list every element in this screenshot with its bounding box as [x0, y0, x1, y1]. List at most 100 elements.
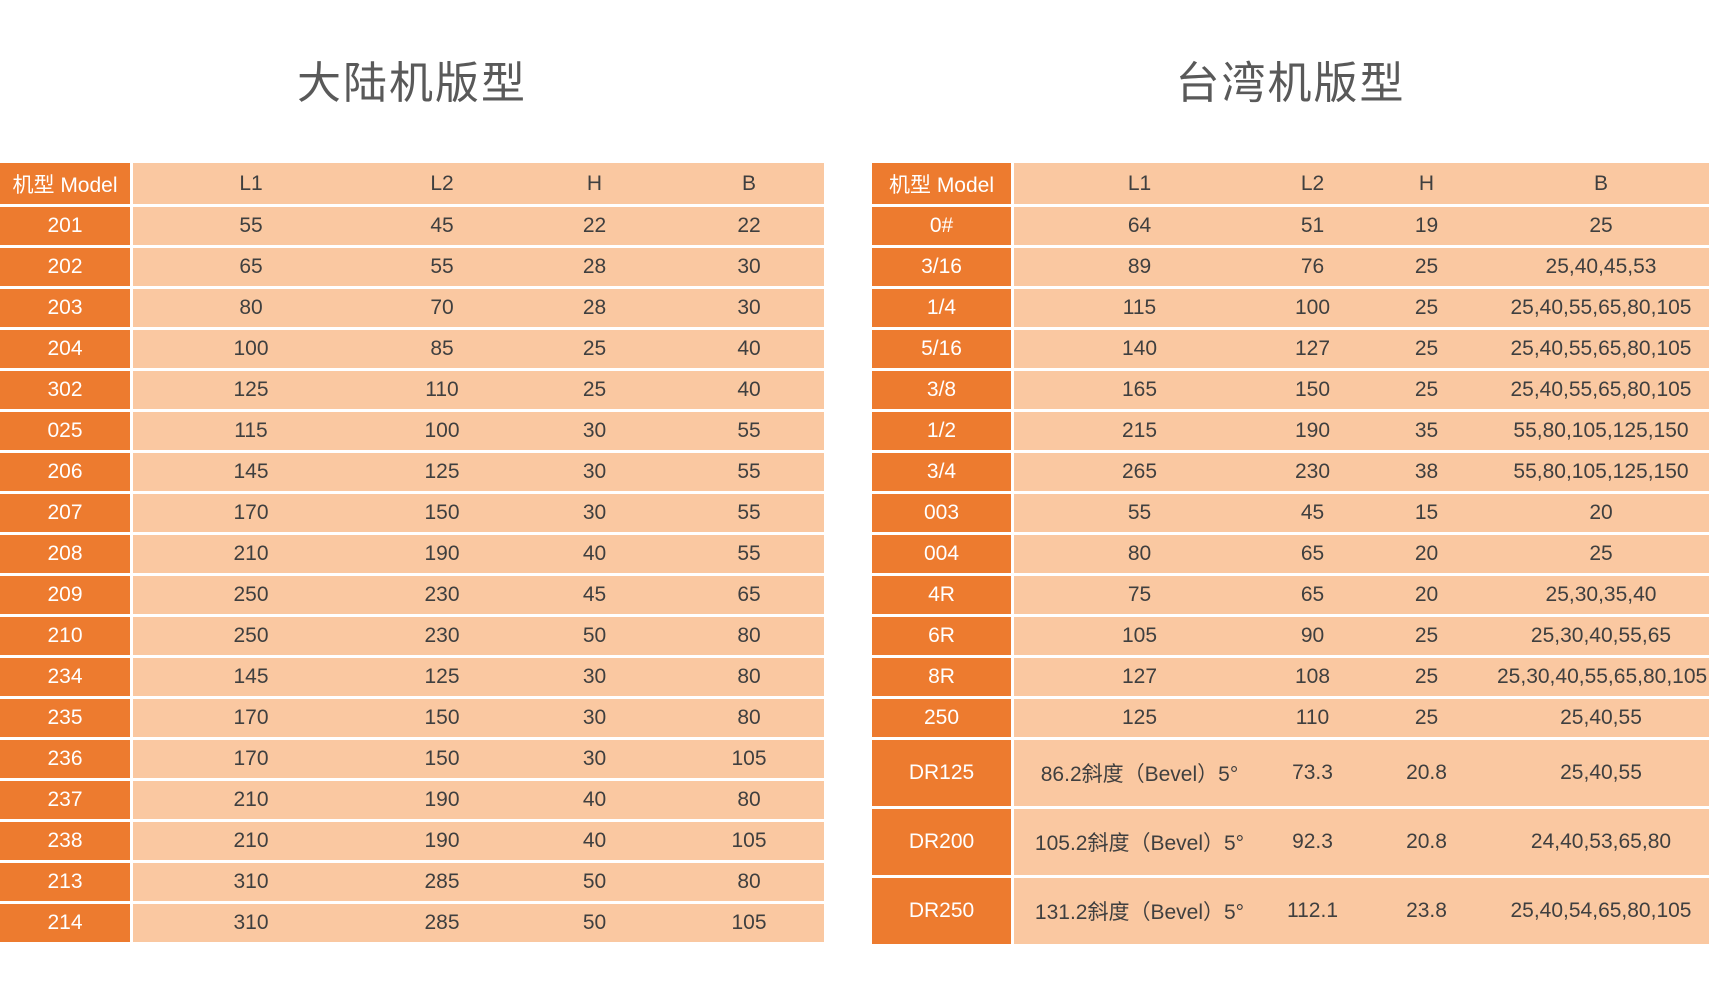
- value-cell: 50: [515, 863, 674, 904]
- value-cell: 115: [1014, 289, 1265, 330]
- value-cell: 170: [133, 494, 369, 535]
- table-row: 4R 75 65 20 25,30,35,40: [872, 576, 1709, 617]
- model-cell: 5/16: [872, 330, 1014, 371]
- model-cell: 207: [0, 494, 133, 535]
- value-cell: 80: [674, 658, 824, 699]
- value-cell: 25,40,55: [1493, 740, 1709, 809]
- table-row: DR125 86.2斜度（Bevel）5° 73.3 20.8 25,40,55: [872, 740, 1709, 809]
- value-cell: 73.3: [1265, 740, 1360, 809]
- value-cell: 190: [369, 535, 515, 576]
- model-cell: 3/8: [872, 371, 1014, 412]
- value-cell: 127: [1014, 658, 1265, 699]
- model-cell: 4R: [872, 576, 1014, 617]
- column-header-b: B: [1493, 163, 1709, 207]
- value-cell: 25: [515, 371, 674, 412]
- model-cell: 3/16: [872, 248, 1014, 289]
- model-cell: 203: [0, 289, 133, 330]
- value-cell: 45: [369, 207, 515, 248]
- value-cell: 25: [1493, 207, 1709, 248]
- model-cell: 0#: [872, 207, 1014, 248]
- column-header-l2: L2: [369, 163, 515, 207]
- value-cell: 125: [133, 371, 369, 412]
- value-cell: 40: [674, 371, 824, 412]
- value-cell: 30: [674, 248, 824, 289]
- value-cell: 76: [1265, 248, 1360, 289]
- column-header-b: B: [674, 163, 824, 207]
- value-cell: 55: [133, 207, 369, 248]
- value-cell: 25: [1360, 248, 1493, 289]
- table-row: 210 250 230 50 80: [0, 617, 824, 658]
- value-cell: 170: [133, 740, 369, 781]
- value-cell: 64: [1014, 207, 1265, 248]
- header-row: 机型 Model L1 L2 H B: [0, 163, 824, 207]
- value-cell: 25,40,55,65,80,105: [1493, 289, 1709, 330]
- value-cell: 65: [1265, 535, 1360, 576]
- value-cell: 50: [515, 904, 674, 945]
- value-cell: 89: [1014, 248, 1265, 289]
- model-cell: 3/4: [872, 453, 1014, 494]
- value-cell: 80: [1014, 535, 1265, 576]
- value-cell: 85: [369, 330, 515, 371]
- mainland-table-body: 201 55 45 22 22 202 65 55 28 30 203 80 70 28 30 204 100 8…: [0, 207, 824, 945]
- value-cell: 20: [1360, 576, 1493, 617]
- value-cell: 310: [133, 863, 369, 904]
- value-cell: 150: [1265, 371, 1360, 412]
- value-cell: 105: [674, 822, 824, 863]
- value-cell: 215: [1014, 412, 1265, 453]
- value-cell: 50: [515, 617, 674, 658]
- value-cell: 92.3: [1265, 809, 1360, 878]
- value-cell: 150: [369, 740, 515, 781]
- value-cell: 55: [674, 412, 824, 453]
- value-cell: 19: [1360, 207, 1493, 248]
- value-cell: 190: [1265, 412, 1360, 453]
- value-cell: 70: [369, 289, 515, 330]
- value-cell: 20.8: [1360, 740, 1493, 809]
- value-cell: 25: [1360, 330, 1493, 371]
- value-cell: 80: [674, 699, 824, 740]
- model-cell: 202: [0, 248, 133, 289]
- table-row: 004 80 65 20 25: [872, 535, 1709, 576]
- value-cell: 25: [1360, 658, 1493, 699]
- value-cell: 28: [515, 289, 674, 330]
- value-cell: 35: [1360, 412, 1493, 453]
- table-row: 302 125 110 25 40: [0, 371, 824, 412]
- value-cell: 250: [133, 576, 369, 617]
- column-header-l1: L1: [133, 163, 369, 207]
- table-row: 209 250 230 45 65: [0, 576, 824, 617]
- value-cell: 25,40,55,65,80,105: [1493, 330, 1709, 371]
- model-cell: 1/2: [872, 412, 1014, 453]
- table-row: 204 100 85 25 40: [0, 330, 824, 371]
- value-cell: 127: [1265, 330, 1360, 371]
- value-cell: 30: [515, 494, 674, 535]
- value-cell: 25: [1360, 617, 1493, 658]
- model-cell: 236: [0, 740, 133, 781]
- value-cell: 51: [1265, 207, 1360, 248]
- model-cell: 025: [0, 412, 133, 453]
- value-cell: 105.2斜度（Bevel）5°: [1014, 809, 1265, 878]
- taiwan-table-title: 台湾机版型: [1175, 59, 1406, 108]
- value-cell: 25: [1360, 699, 1493, 740]
- taiwan-table-body: 0# 64 51 19 25 3/16 89 76 25 25,40,45,53 1/4 115 100…: [872, 207, 1709, 947]
- value-cell: 24,40,53,65,80: [1493, 809, 1709, 878]
- value-cell: 55: [674, 453, 824, 494]
- table-row: 5/16 140 127 25 25,40,55,65,80,105: [872, 330, 1709, 371]
- model-cell: DR125: [872, 740, 1014, 809]
- value-cell: 28: [515, 248, 674, 289]
- model-cell: 238: [0, 822, 133, 863]
- value-cell: 55,80,105,125,150: [1493, 412, 1709, 453]
- table-row: 6R 105 90 25 25,30,40,55,65: [872, 617, 1709, 658]
- value-cell: 110: [1265, 699, 1360, 740]
- value-cell: 285: [369, 904, 515, 945]
- value-cell: 86.2斜度（Bevel）5°: [1014, 740, 1265, 809]
- table-row: 207 170 150 30 55: [0, 494, 824, 535]
- value-cell: 112.1: [1265, 878, 1360, 947]
- value-cell: 38: [1360, 453, 1493, 494]
- value-cell: 40: [515, 822, 674, 863]
- value-cell: 25,40,54,65,80,105: [1493, 878, 1709, 947]
- value-cell: 150: [369, 494, 515, 535]
- value-cell: 30: [515, 658, 674, 699]
- table-row: 1/2 215 190 35 55,80,105,125,150: [872, 412, 1709, 453]
- value-cell: 40: [515, 781, 674, 822]
- value-cell: 20.8: [1360, 809, 1493, 878]
